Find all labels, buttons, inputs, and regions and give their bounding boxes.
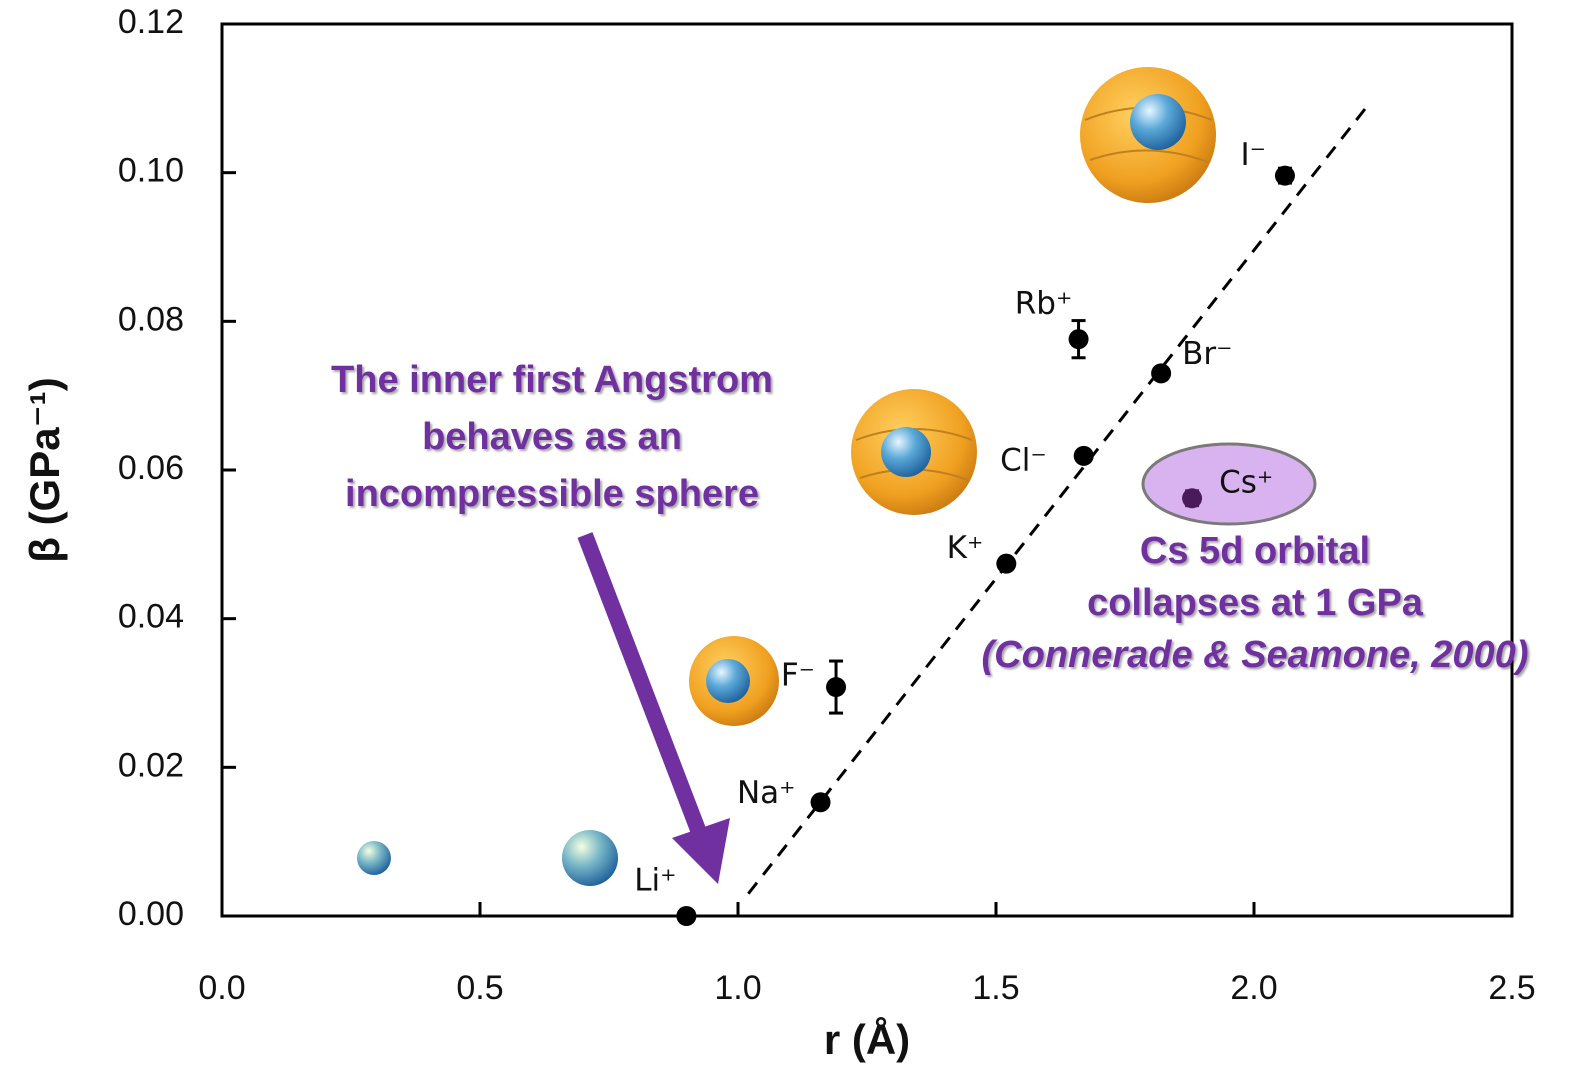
point-label: Li⁺ — [634, 863, 676, 899]
y-tick-label: 0.00 — [118, 895, 184, 933]
point-label: I⁻ — [1240, 137, 1266, 173]
annotation: Cs 5d orbital — [1140, 530, 1370, 572]
data-point — [1074, 446, 1094, 466]
chart: r (Å) β (GPa⁻¹) 0.0 0.5 1.0 1.5 2.0 2.5 0.00 0.… — [0, 0, 1594, 1091]
data-point — [1182, 488, 1202, 508]
y-tick-label: 0.02 — [118, 746, 184, 784]
y-tick-label: 0.12 — [118, 3, 184, 41]
point-label: K⁺ — [947, 530, 984, 566]
y-axis-title: β (GPa⁻¹) — [21, 377, 68, 562]
point-label: Cs⁺ — [1219, 465, 1273, 501]
point-label: F⁻ — [781, 658, 815, 694]
y-tick-label: 0.06 — [118, 449, 184, 487]
data-point — [1069, 329, 1089, 349]
annotation: incompressible sphere — [345, 473, 759, 515]
annotation: collapses at 1 GPa — [1087, 582, 1424, 624]
annotation: behaves as an — [422, 416, 682, 458]
data-point — [811, 792, 831, 812]
y-tick-label: 0.08 — [118, 300, 184, 338]
x-tick-label: 1.0 — [714, 969, 761, 1007]
point-label: Cl⁻ — [1000, 442, 1047, 478]
data-point — [1275, 166, 1295, 186]
x-tick-label: 2.5 — [1488, 969, 1535, 1007]
x-tick-label: 0.5 — [456, 969, 503, 1007]
data-point — [826, 677, 846, 697]
x-tick-label: 2.0 — [1230, 969, 1277, 1007]
annotation: The inner first Angstrom — [331, 359, 773, 401]
x-tick-label: 0.0 — [198, 969, 245, 1007]
x-tick-label: 1.5 — [972, 969, 1019, 1007]
point-label: Br⁻ — [1182, 336, 1232, 372]
annotation: (Connerade & Seamone, 2000) — [982, 634, 1529, 676]
y-tick-label: 0.04 — [118, 598, 184, 636]
y-tick-label: 0.10 — [118, 152, 184, 190]
x-axis-title: r (Å) — [824, 1016, 910, 1063]
data-point — [1151, 363, 1171, 383]
data-point — [676, 906, 696, 926]
data-point — [996, 554, 1016, 574]
point-label: Na⁺ — [737, 775, 796, 811]
point-label: Rb⁺ — [1015, 286, 1073, 322]
